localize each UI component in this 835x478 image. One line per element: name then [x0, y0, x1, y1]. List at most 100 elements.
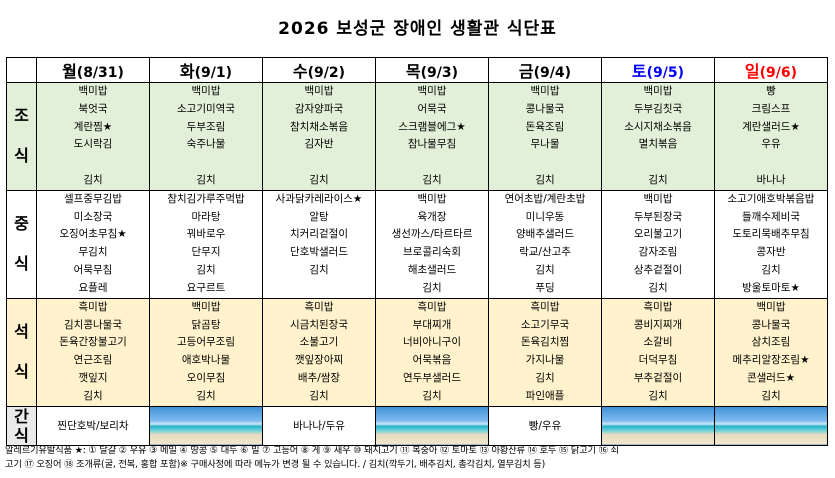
- menu-item: 요플레: [78, 281, 108, 294]
- menu-item: 셀프중무김밥: [64, 192, 122, 205]
- meal-label-char: 중: [14, 214, 29, 234]
- snack-row: 간 식 찐단호박/보리차 바나나/두유 빵/우유: [6, 405, 828, 446]
- menu-item: 도시락김: [73, 138, 113, 151]
- menu-item: 소불고기: [299, 336, 339, 349]
- menu-item: 김치: [309, 263, 329, 276]
- menu-item: 김치: [196, 173, 216, 186]
- snack-cell-4: 빵/우유: [488, 405, 602, 446]
- menu-item: 두부김칫국: [633, 102, 683, 115]
- menu-item: 돈육김치찜: [520, 336, 570, 349]
- day-date: (8/31): [76, 65, 124, 81]
- menu-item: 사과닭카레라이스★: [275, 192, 363, 205]
- menu-item: 미소장국: [73, 210, 113, 223]
- menu-item: 김치: [761, 389, 781, 402]
- menu-item: 오리불고기: [633, 228, 683, 241]
- menu-item: 오징어초무침★: [59, 228, 127, 241]
- menu-item: 바나나: [756, 173, 786, 186]
- day-date: (9/1): [194, 65, 233, 81]
- meal-label-char: 간: [14, 406, 29, 426]
- menu-item: 무김치: [78, 246, 108, 259]
- menu-item: 멸치볶음: [638, 138, 678, 151]
- menu-item: 북엇국: [78, 102, 108, 115]
- menu-item: [715, 154, 827, 172]
- menu-item: 숙주나물: [186, 138, 226, 151]
- menu-item: 삼치조림: [751, 336, 791, 349]
- menu-item: 닭곰탕: [191, 318, 221, 331]
- menu-item: 감자양파국: [294, 102, 344, 115]
- menu-item: 브로콜리숙회: [403, 246, 461, 259]
- menu-item: 어묵무침: [73, 263, 113, 276]
- day-header-1: 화(9/1): [149, 57, 263, 83]
- breakfast-cell-0: 백미밥 북엇국 계란찜★ 도시락김 김치: [36, 82, 150, 191]
- menu-item: 김치: [648, 173, 668, 186]
- day-header-4: 금(9/4): [488, 57, 602, 83]
- meal-label-char: 식: [14, 254, 29, 274]
- lunch-cell-2: 사과닭카레라이스★ 알탕 치커리겉절이 단호박샐러드 김치: [262, 189, 376, 299]
- menu-item: 가지나물: [525, 354, 565, 367]
- menu-item: 백미밥: [304, 85, 334, 97]
- meal-label-char: 조: [14, 106, 29, 126]
- menu-item: 백미밥: [417, 85, 447, 97]
- day-header-row: 월(8/31) 화(9/1) 수(9/2) 목(9/3) 금(9/4) 토(9/5) 일(9…: [6, 57, 828, 83]
- day-name: 목: [405, 62, 421, 81]
- menu-item: 백미밥: [417, 192, 447, 205]
- footer-line-1: 알레르기유발식품 ★: ① 달걀 ② 우유 ③ 메밀 ④ 땅콩 ⑤ 대두 ⑥ 밀…: [5, 445, 619, 456]
- menu-item: 너비아니구이: [403, 336, 461, 349]
- day-name: 금: [518, 62, 534, 81]
- meal-label-char: 식: [14, 362, 29, 382]
- menu-item: 상추겉절이: [633, 263, 683, 276]
- lunch-cell-6: 소고기애호박볶음밥 들깨수제비국 도토리묵배추무침 콩자반 김치 방울토마토★: [714, 189, 828, 299]
- menu-item: 부대찌개: [412, 318, 452, 331]
- dinner-cell-2: 흑미밥 시금치된장국 소불고기 깻잎장아찌 배추/쌈장 김치: [262, 297, 376, 407]
- menu-item: 깻잎지: [78, 371, 108, 384]
- menu-item: 오이무침: [186, 371, 226, 384]
- menu-item: 소고기미역국: [177, 102, 235, 115]
- beach-image: [149, 405, 263, 446]
- menu-item: 방울토마토★: [742, 281, 800, 294]
- menu-item: 김치: [83, 389, 103, 402]
- menu-item: 소시지채소볶음: [624, 120, 692, 133]
- menu-item: 백미밥: [643, 192, 673, 205]
- menu-item: 백미밥: [756, 300, 786, 313]
- menu-item: 단호박샐러드: [290, 246, 348, 259]
- dinner-cell-5: 흑미밥 콩비지찌개 소갈비 더덕무침 부추겉절이 김치: [601, 297, 715, 407]
- lunch-cell-3: 백미밥 육개장 생선까스/타르타르 브로콜리숙회 해초샐러드 김치: [375, 189, 489, 299]
- day-date: (9/4): [533, 65, 572, 81]
- menu-item: 우유: [761, 138, 781, 151]
- menu-item: 배추/쌈장: [297, 371, 341, 384]
- day-name: 토: [631, 62, 647, 81]
- day-header-2: 수(9/2): [262, 57, 376, 83]
- menu-item: 계란찜★: [73, 120, 113, 133]
- menu-item: 양배추샐러드: [516, 228, 574, 241]
- menu-item: 백미밥: [78, 85, 108, 97]
- menu-item: 참치채소볶음: [290, 120, 348, 133]
- menu-item: 해초샐러드: [407, 263, 457, 276]
- menu-item: 김치: [535, 263, 555, 276]
- dinner-cell-1: 백미밥 닭곰탕 고등어무조림 애호박나물 오이무침 김치: [149, 297, 263, 407]
- menu-item: 소고기애호박볶음밥: [727, 192, 815, 205]
- menu-item: 계란샐러드★: [742, 120, 800, 133]
- menu-item: 김치: [648, 281, 668, 294]
- menu-item: 육개장: [417, 210, 447, 223]
- menu-item: 콩나물국: [525, 102, 565, 115]
- menu-item: 김치: [535, 173, 555, 186]
- corner-cell: [6, 57, 37, 83]
- menu-item: 백미밥: [643, 85, 673, 97]
- lunch-cell-1: 참치김가루주먹밥 마라탕 꿔바로우 단무지 김치 요구르트: [149, 189, 263, 299]
- day-header-3: 목(9/3): [375, 57, 489, 83]
- menu-item: 흑미밥: [530, 300, 560, 313]
- menu-item: 두부조림: [186, 120, 226, 133]
- menu-item: 치커리겉절이: [290, 228, 348, 241]
- breakfast-cell-3: 백미밥 어묵국 스크램블에그★ 참나물무침 김치: [375, 82, 489, 191]
- beach-image: [601, 405, 715, 446]
- menu-item: 소고기무국: [520, 318, 570, 331]
- dinner-cell-4: 흑미밥 소고기무국 돈육김치찜 가지나물 김치 파인애플: [488, 297, 602, 407]
- menu-item: 부추겉절이: [633, 371, 683, 384]
- menu-item: 흑미밥: [304, 300, 334, 313]
- menu-item: 무나물: [530, 138, 560, 151]
- day-date: (9/5): [646, 65, 685, 81]
- allergy-notice: 알레르기유발식품 ★: ① 달걀 ② 우유 ③ 메밀 ④ 땅콩 ⑤ 대두 ⑥ 밀…: [5, 444, 831, 472]
